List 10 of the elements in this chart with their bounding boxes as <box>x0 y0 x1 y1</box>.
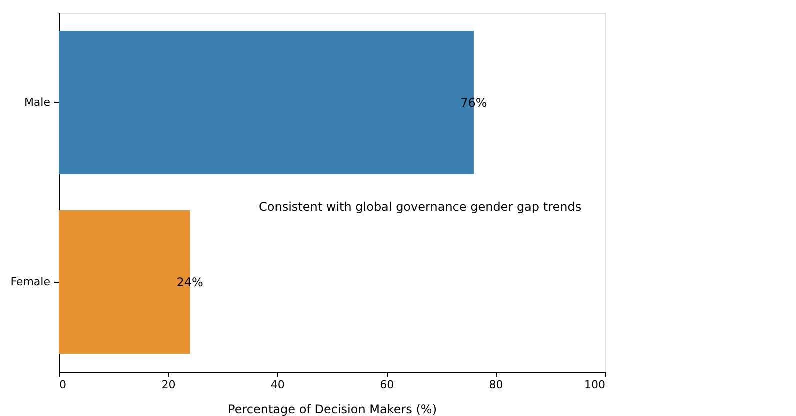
x-tick-label: 20 <box>162 378 176 392</box>
y-tick-label: Female <box>10 275 51 288</box>
x-axis-title: Percentage of Decision Makers (%) <box>228 402 437 416</box>
x-tick-label: 0 <box>60 378 66 392</box>
x-tick-label: 80 <box>489 378 504 392</box>
y-tick-label: Male <box>24 96 51 109</box>
x-tick-label: 100 <box>584 378 606 392</box>
x-tick-label: 40 <box>270 378 285 392</box>
x-tick-label: 60 <box>380 378 394 392</box>
annotation: Consistent with global governance gender gap trends <box>259 200 582 214</box>
